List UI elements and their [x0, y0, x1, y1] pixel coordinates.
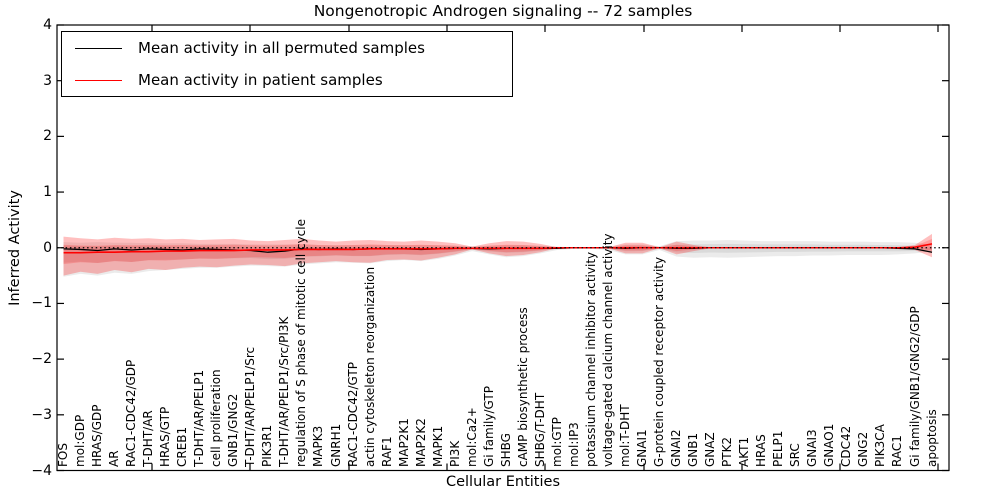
x-tick-label: GNB1/GNG2	[226, 393, 241, 467]
x-tick-label: GNAI2	[669, 429, 684, 467]
permuted-envelope-outer	[63, 239, 932, 277]
y-axis-label: Inferred Activity	[7, 190, 23, 306]
x-tick-label: mol:GDP	[73, 414, 87, 467]
x-tick-label: GNG2	[856, 431, 871, 467]
x-tick-label: PTK2	[720, 436, 735, 467]
x-tick-label: GNB1	[686, 432, 701, 467]
x-tick-label: mol:T-DHT	[618, 404, 632, 467]
x-tick-label: T-DHT/AR/PELP1/Src/PI3K	[277, 316, 292, 467]
x-tick-label: SHBG	[498, 433, 513, 467]
x-tick-label: T-DHT/AR	[141, 410, 156, 467]
legend-item: Mean activity in patient samples	[62, 65, 512, 95]
x-tick-label: PIK3CA	[873, 424, 888, 467]
x-tick-label: T-DHT/AR/PELP1	[192, 369, 207, 467]
patient-envelope-outer	[63, 233, 932, 276]
x-tick-label: MAP2K1	[396, 418, 411, 467]
permuted-envelope-inner	[63, 243, 932, 264]
x-tick-label: GNAZ	[703, 432, 718, 467]
x-tick-label: FOS	[56, 443, 70, 467]
x-tick-label: HRAS	[754, 434, 769, 467]
y-tick-label: −4	[31, 462, 52, 479]
x-tick-label: AR	[107, 450, 122, 467]
patient-envelope-inner	[63, 238, 932, 265]
x-tick-label: GNRH1	[328, 423, 343, 467]
x-tick-label: Gi family/GTP	[481, 386, 496, 467]
x-tick-label: MAPK3	[311, 425, 326, 467]
x-tick-label: cell proliferation	[209, 369, 224, 467]
y-tick-label: −3	[31, 406, 52, 423]
x-tick-label: AKT1	[737, 436, 752, 467]
patient-mean-line	[63, 243, 933, 254]
y-tick-label: −1	[31, 295, 52, 312]
x-tick-label: SHBG/T-DHT	[532, 392, 547, 467]
x-tick-label: PIK3R1	[260, 424, 275, 467]
x-tick-label: SRC	[788, 443, 803, 467]
y-tick-label: −2	[31, 351, 52, 368]
y-tick-label: 1	[43, 184, 52, 201]
x-tick-label: GNAI3	[805, 429, 820, 467]
x-tick-label: CREB1	[175, 426, 190, 467]
legend-line-sample-patient	[75, 79, 122, 81]
legend: Mean activity in all permuted samples Me…	[61, 31, 513, 97]
x-tick-label: regulation of S phase of mitotic cell cy…	[294, 219, 309, 467]
x-tick-label: mol:Ca2+	[464, 407, 479, 467]
x-tick-label: PELP1	[771, 430, 786, 467]
x-tick-label: HRAS/GTP	[158, 406, 173, 467]
x-tick-label: MAPK1	[430, 425, 445, 467]
x-tick-label: GNAO1	[822, 423, 837, 467]
x-tick-label: mol:IP3	[566, 422, 581, 467]
chart-title: Nongenotropic Androgen signaling -- 72 s…	[313, 2, 693, 20]
x-axis-label: Cellular Entities	[445, 474, 561, 490]
legend-label: Mean activity in all permuted samples	[138, 39, 425, 57]
legend-item: Mean activity in all permuted samples	[62, 33, 512, 63]
x-tick-label: RAC1-CDC42/GDP	[124, 359, 139, 467]
x-tick-label: MAP2K2	[413, 418, 428, 467]
x-tick-label: cAMP biosynthetic process	[515, 307, 530, 467]
x-tick-label: PI3K	[447, 440, 462, 467]
y-tick-label: 4	[43, 17, 52, 33]
y-tick-label: 0	[43, 239, 52, 256]
x-tick-label: RAC1-CDC42/GTP	[345, 362, 360, 467]
x-tick-label: G-protein coupled receptor activity	[652, 256, 666, 467]
x-tick-label: CDC42	[839, 425, 854, 467]
x-tick-label: mol:GTP	[549, 417, 564, 467]
x-tick-label: apoptosis	[924, 409, 939, 467]
x-tick-label: potassium channel inhibitor activity	[583, 251, 598, 467]
y-tick-label: 3	[43, 72, 52, 89]
legend-label: Mean activity in patient samples	[138, 71, 383, 89]
legend-line-sample-permuted	[75, 47, 122, 49]
x-tick-label: T-DHT/AR/PELP1/Src	[243, 346, 258, 467]
x-tick-label: HRAS/GDP	[90, 404, 105, 467]
x-tick-label: RAF1	[379, 436, 394, 467]
y-tick-label: 2	[43, 128, 52, 145]
x-tick-label: Gi family/GNB1/GNG2/GDP	[907, 306, 922, 467]
x-tick-label: actin cytoskeleton reorganization	[362, 266, 377, 467]
x-tick-label: RAC1	[890, 435, 905, 467]
x-tick-label: voltage-gated calcium channel activity	[600, 233, 615, 467]
x-tick-label: GNAI1	[635, 429, 649, 467]
